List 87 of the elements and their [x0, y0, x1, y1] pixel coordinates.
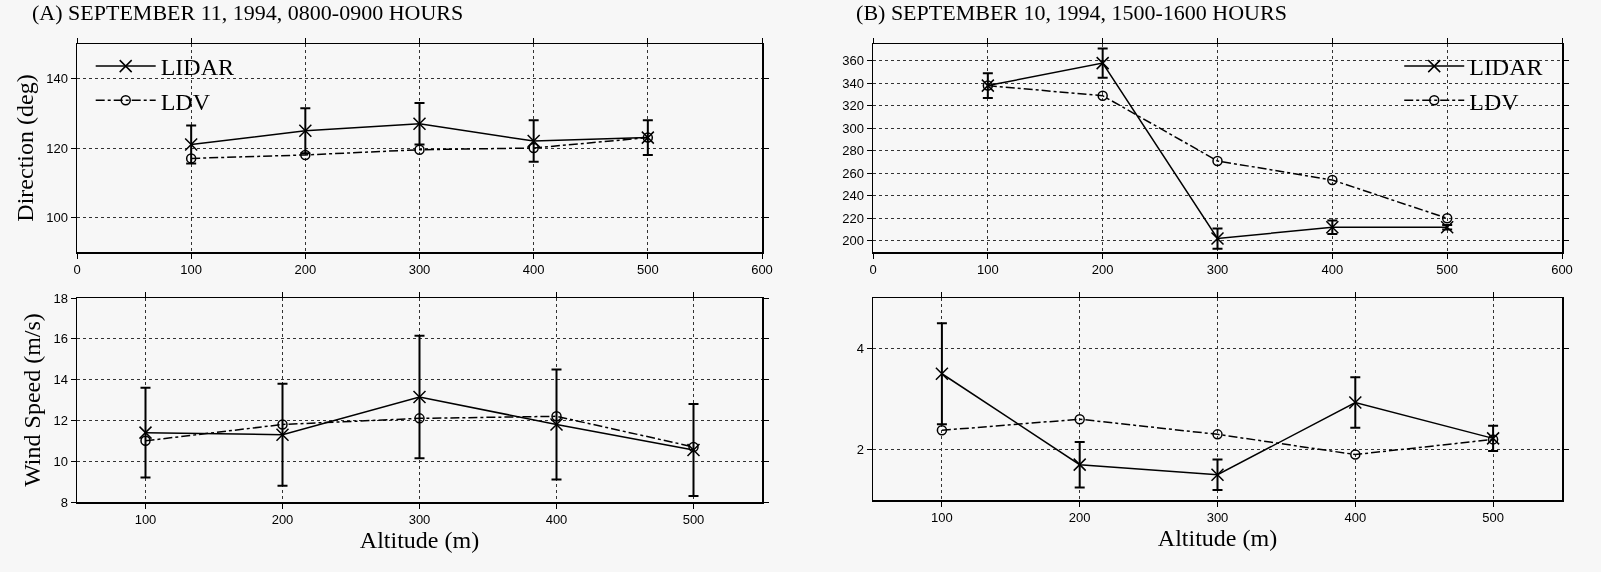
chart-title: (A) SEPTEMBER 11, 1994, 0800-0900 HOURS [32, 0, 464, 25]
point [1072, 457, 1087, 472]
x-tick-label: 200 [294, 262, 317, 278]
point [549, 417, 564, 432]
point [185, 153, 197, 164]
legend-label: LIDAR [1469, 54, 1543, 81]
y-tick-label: 8 [60, 494, 68, 510]
x-tick-label: 100 [180, 262, 203, 278]
x-tick-label: 0 [869, 262, 877, 278]
point [1095, 56, 1110, 70]
x-tick-label: 500 [1436, 262, 1459, 278]
point [275, 427, 290, 442]
y-tick-label: 120 [46, 140, 68, 156]
point [526, 134, 541, 148]
x-tick-label: 500 [636, 262, 659, 278]
point [1212, 429, 1223, 440]
point [1212, 155, 1223, 167]
point [686, 443, 701, 457]
point [688, 441, 699, 453]
y-axis-title: Wind Speed (m/s) [18, 313, 45, 487]
point [300, 149, 311, 161]
point [412, 390, 427, 404]
y-tick-label: 280 [842, 143, 864, 159]
y-tick-label: 12 [53, 412, 68, 428]
x-tick-label: 300 [1206, 510, 1229, 526]
x-tick-label: 300 [408, 512, 431, 528]
y-tick-label: 300 [842, 120, 864, 136]
point [1097, 90, 1108, 101]
point [1348, 395, 1363, 410]
y-tick-label: 2 [856, 442, 864, 458]
x-tick-label: 600 [751, 262, 773, 278]
x-tick-label: 400 [1344, 510, 1367, 526]
x-tick-label: 500 [1482, 510, 1504, 526]
y-tick-label: 18 [53, 290, 68, 306]
y-tick-label: 320 [842, 98, 864, 114]
point [1074, 413, 1085, 425]
x-axis-title: Altitude (m) [1157, 525, 1278, 552]
point [1441, 213, 1453, 224]
x-tick-label: 100 [931, 510, 953, 526]
point [412, 116, 427, 131]
point [935, 367, 949, 381]
point [414, 144, 425, 155]
y-tick-label: 16 [53, 331, 68, 347]
x-tick-label: 300 [408, 262, 431, 278]
x-tick-label: 300 [1206, 262, 1229, 278]
y-tick-label: 220 [842, 210, 864, 226]
point [1210, 231, 1225, 246]
point [1210, 468, 1225, 482]
point [414, 413, 425, 424]
x-tick-label: 0 [73, 262, 81, 278]
point [138, 425, 153, 440]
point [1327, 174, 1338, 186]
y-tick-label: 200 [842, 233, 864, 249]
x-tick-label: 400 [1321, 262, 1344, 278]
y-tick-label: 240 [842, 188, 864, 204]
point [298, 123, 313, 138]
point [184, 137, 198, 152]
x-tick-label: 100 [976, 262, 999, 278]
point [277, 419, 288, 430]
y-tick-label: 360 [842, 53, 864, 69]
x-tick-label: 100 [134, 512, 157, 528]
x-tick-label: 200 [1091, 262, 1114, 278]
x-tick-label: 200 [271, 512, 294, 528]
x-tick-label: 400 [522, 262, 545, 278]
point [140, 435, 151, 447]
y-tick-label: 100 [46, 209, 68, 225]
x-tick-label: 400 [545, 512, 568, 528]
x-tick-label: 200 [1068, 510, 1091, 526]
x-tick-label: 500 [682, 512, 705, 528]
y-axis-title: Direction (deg) [11, 74, 38, 222]
point [1350, 449, 1361, 460]
point [551, 411, 562, 422]
chart-title: (B) SEPTEMBER 10, 1994, 1500-1600 HOURS [856, 0, 1287, 25]
y-tick-label: 10 [53, 453, 68, 469]
y-tick-label: 260 [842, 165, 864, 181]
y-tick-label: 14 [53, 372, 68, 388]
legend-label: LDV [1469, 88, 1520, 115]
legend-label: LDV [160, 88, 211, 115]
point [1440, 220, 1454, 235]
legend-label: LIDAR [160, 54, 235, 81]
y-tick-label: 340 [842, 75, 864, 91]
x-tick-label: 600 [1551, 262, 1573, 278]
y-tick-label: 4 [856, 341, 864, 357]
point [528, 142, 539, 154]
y-tick-label: 140 [46, 71, 68, 87]
x-axis-title: Altitude (m) [359, 527, 480, 554]
point [936, 425, 948, 436]
